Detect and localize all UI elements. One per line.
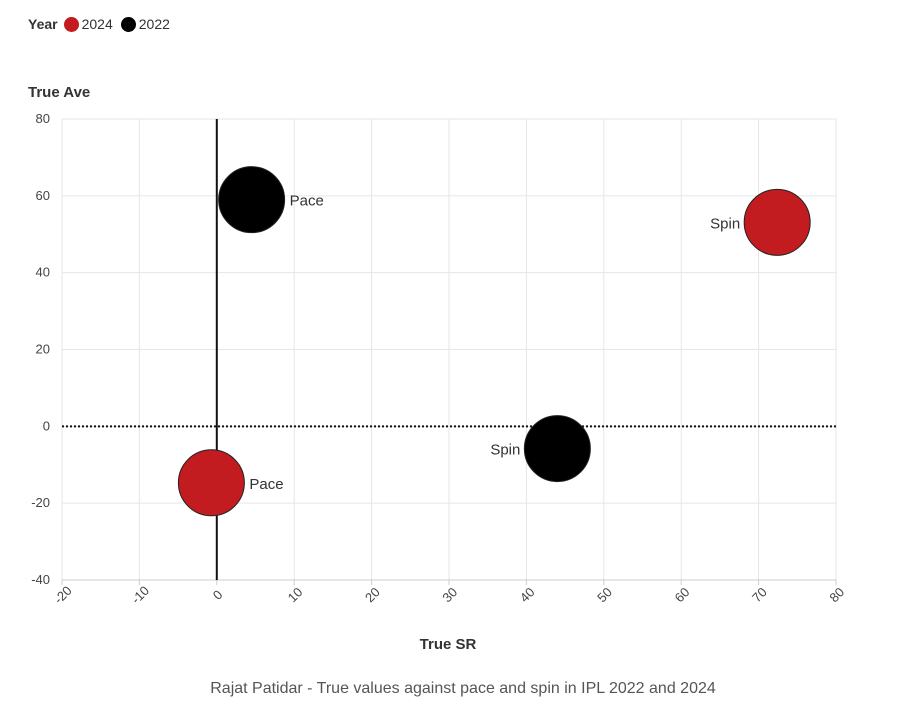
chart-caption: Rajat Patidar - True values against pace…: [210, 680, 716, 697]
point-label-2022-spin: Spin: [490, 442, 520, 459]
legend-swatch-2024: [63, 16, 79, 32]
point-2024-spin: [743, 188, 811, 256]
legend-swatch-2022: [120, 16, 136, 32]
x-tick-label: 40: [517, 584, 538, 605]
x-tick-label: 0: [210, 587, 226, 603]
y-tick-label: 40: [36, 265, 50, 280]
x-tick-label: 30: [439, 584, 460, 605]
x-tick-label: 10: [285, 584, 306, 605]
legend-item-2024[interactable]: 2024: [63, 16, 113, 32]
legend-label-2024: 2024: [81, 16, 113, 32]
y-tick-label: 0: [43, 418, 50, 433]
point-2022-spin: [523, 415, 591, 483]
point-label-2022-pace: Pace: [290, 193, 324, 210]
y-tick-label: 80: [36, 111, 50, 126]
y-tick-label: 20: [36, 342, 50, 357]
legend-item-2022[interactable]: 2022: [120, 16, 170, 32]
point-2022-pace: [218, 166, 286, 234]
x-axis-title: True SR: [419, 636, 477, 653]
point-label-2024-pace: Pace: [249, 476, 283, 493]
x-tick-label: -20: [51, 583, 75, 607]
x-tick-label: 20: [362, 584, 383, 605]
x-tick-label: 80: [826, 584, 847, 605]
x-tick-label: -10: [128, 583, 152, 607]
y-tick-label: -40: [31, 572, 50, 587]
point-2024-pace: [177, 449, 245, 517]
y-tick-label: 60: [36, 188, 50, 203]
legend-title: Year: [28, 16, 58, 32]
y-tick-label: -20: [31, 495, 50, 510]
legend-label-2022: 2022: [138, 16, 170, 32]
x-tick-label: 70: [749, 584, 770, 605]
x-tick-label: 60: [672, 584, 693, 605]
point-label-2024-spin: Spin: [710, 215, 740, 232]
y-axis-title: True Ave: [28, 84, 91, 101]
x-tick-label: 50: [594, 584, 615, 605]
legend: Year 2024 2022: [28, 14, 178, 34]
